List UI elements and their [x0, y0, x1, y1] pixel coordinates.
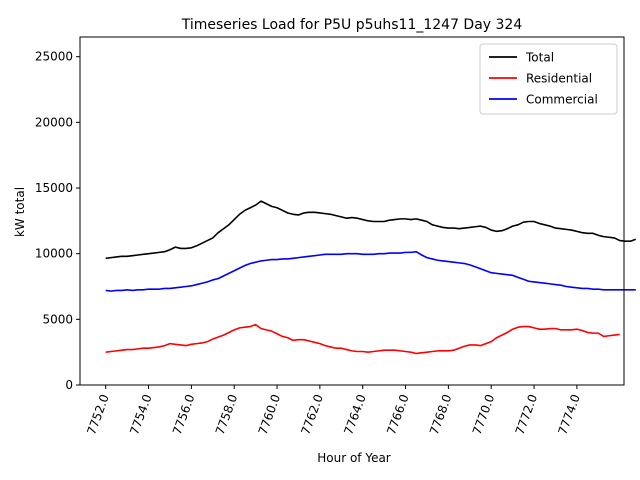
- y-axis: 0 5000 10000 15000 20000 25000: [35, 50, 80, 392]
- series-line-residential: [105, 323, 620, 355]
- x-axis-label: Hour of Year: [317, 451, 391, 465]
- legend-label-residential: Residential: [526, 72, 592, 86]
- legend: Total Residential Commercial: [479, 43, 618, 115]
- y-axis-label: kW total: [13, 187, 27, 237]
- chart-title: Timeseries Load for P5U p5uhs11_1247 Day…: [181, 17, 523, 33]
- plot-area: [79, 36, 637, 386]
- legend-label-total: Total: [525, 51, 554, 65]
- series-line-total: [105, 200, 637, 260]
- legend-box: [479, 43, 618, 115]
- legend-label-commercial: Commercial: [526, 93, 598, 107]
- y-tick-label: 0: [65, 378, 73, 392]
- series-line-commercial: [105, 250, 636, 292]
- y-tick-label: 10000: [35, 247, 73, 261]
- y-tick-label: 5000: [42, 312, 73, 326]
- axes-frame: [79, 36, 625, 386]
- y-tick-label: 20000: [35, 115, 73, 129]
- y-tick-label: 15000: [35, 181, 73, 195]
- y-tick-label: 25000: [35, 50, 73, 64]
